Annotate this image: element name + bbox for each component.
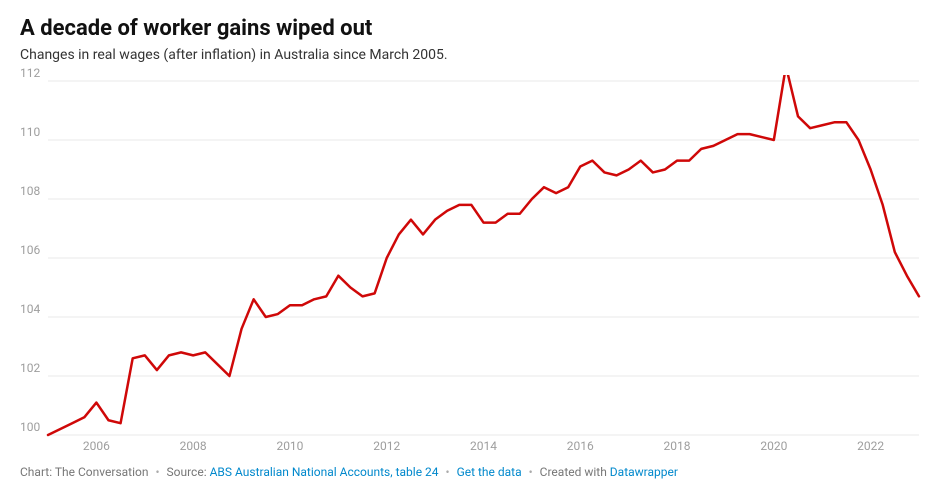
footer-source-prefix: Source: xyxy=(167,465,210,479)
y-axis-tick-label: 102 xyxy=(20,361,40,375)
x-axis-tick-label: 2012 xyxy=(373,439,400,453)
y-axis-tick-label: 110 xyxy=(20,125,40,139)
x-axis-tick-label: 2010 xyxy=(276,439,303,453)
x-axis-tick-label: 2014 xyxy=(470,439,497,453)
footer-separator: • xyxy=(155,465,159,479)
x-axis-tick-label: 2020 xyxy=(760,439,787,453)
chart-subtitle: Changes in real wages (after inflation) … xyxy=(20,47,923,63)
line-chart-svg xyxy=(20,75,923,455)
chart-title: A decade of worker gains wiped out xyxy=(20,16,923,41)
footer-created-with-link[interactable]: Datawrapper xyxy=(610,465,678,479)
y-axis-tick-label: 104 xyxy=(20,302,40,316)
footer-separator: • xyxy=(529,465,533,479)
chart-area: 100102104106108110112 200620082010201220… xyxy=(20,75,923,455)
x-axis-tick-label: 2016 xyxy=(567,439,594,453)
x-axis-tick-label: 2022 xyxy=(857,439,884,453)
y-axis-tick-label: 100 xyxy=(20,420,40,434)
footer-get-data-link[interactable]: Get the data xyxy=(457,465,522,479)
y-axis-tick-label: 108 xyxy=(20,184,40,198)
footer-created-prefix: Created with xyxy=(540,465,610,479)
footer-chart-by: The Conversation xyxy=(55,465,149,479)
x-axis-tick-label: 2006 xyxy=(83,439,110,453)
footer-source-link[interactable]: ABS Australian National Accounts, table … xyxy=(210,465,439,479)
footer-chart-prefix: Chart: xyxy=(20,465,55,479)
footer-separator: • xyxy=(446,465,450,479)
y-axis-tick-label: 112 xyxy=(20,66,40,80)
x-axis-tick-label: 2018 xyxy=(664,439,691,453)
y-axis-tick-label: 106 xyxy=(20,243,40,257)
x-axis-tick-label: 2008 xyxy=(180,439,207,453)
chart-footer: Chart: The Conversation • Source: ABS Au… xyxy=(20,465,923,479)
